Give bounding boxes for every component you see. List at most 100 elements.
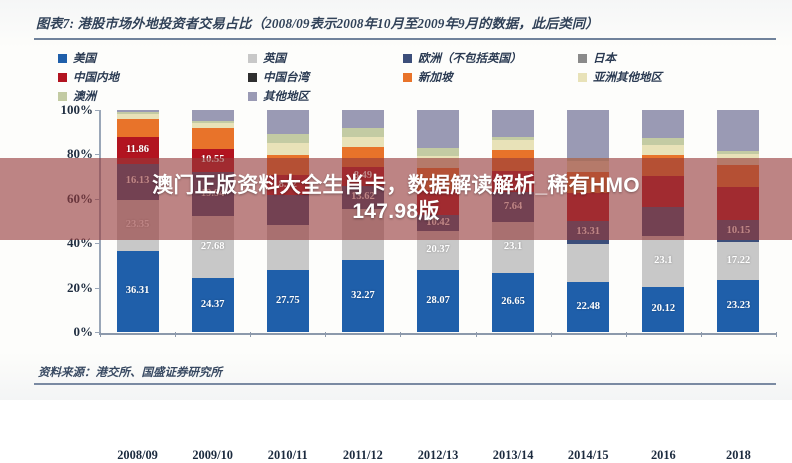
- x-axis-tick-label: 2018: [726, 448, 751, 462]
- legend-swatch-icon: [58, 91, 67, 101]
- legend-item-4: 中国内地: [58, 69, 119, 85]
- legend-label: 欧洲（不包括英国）: [418, 53, 522, 65]
- bar-segment: [417, 147, 459, 156]
- x-axis-tick-mark: [250, 332, 252, 337]
- bar-segment: [191, 128, 234, 149]
- y-axis-tick-label: 100%: [60, 102, 94, 117]
- bar-value-label: 28.07: [426, 294, 450, 306]
- bar-segment: 24.37: [191, 277, 234, 332]
- watermark-line-1: 澳门正版资料大全生肖卡，数据解读解析_稀有HMO: [152, 173, 640, 197]
- bar-segment: 23.1: [642, 236, 685, 288]
- bar-segment: 23.23: [717, 280, 760, 332]
- x-axis-tick-mark: [700, 332, 702, 337]
- source-divider: [34, 383, 776, 385]
- bar-segment: 27.75: [266, 270, 309, 332]
- bar-value-label: 24.37: [200, 298, 225, 310]
- x-axis-tick-mark: [175, 332, 177, 337]
- y-axis-tick-mark: [95, 243, 100, 245]
- x-axis-tick-label: 2013/14: [492, 448, 534, 462]
- bar-segment: [567, 243, 610, 283]
- bar-segment: [717, 150, 760, 154]
- x-axis-tick-mark: [475, 332, 477, 337]
- bar-value-label: 22.48: [576, 300, 601, 312]
- bar-segment: 32.27: [341, 260, 384, 332]
- legend-swatch-icon: [578, 53, 587, 63]
- legend-swatch-icon: [403, 53, 412, 63]
- legend-item-6: 新加坡: [403, 69, 453, 85]
- bar-value-label: 27.68: [200, 240, 225, 252]
- bar-segment: [492, 136, 535, 140]
- x-axis-tick-mark: [776, 332, 777, 337]
- bar-segment: [266, 110, 309, 134]
- x-axis-tick-mark: [550, 332, 552, 337]
- bar-segment: 20.12: [642, 287, 685, 332]
- x-axis-tick-mark: [325, 332, 327, 337]
- bar-segment: [642, 110, 685, 138]
- bar-value-label: 11.86: [126, 144, 150, 156]
- caption-divider: [34, 38, 776, 40]
- bar-value-label: 23.23: [726, 299, 751, 311]
- bar-segment: [341, 127, 384, 137]
- chart-legend: 美国 英国 欧洲（不包括英国） 日本中国内地 中国台湾 新加坡 亚洲其他地区澳洲 其他地区: [58, 50, 758, 106]
- bar-value-label: 17.22: [726, 255, 751, 267]
- x-axis-tick-label: 2012/13: [417, 448, 459, 462]
- bar-segment: [417, 110, 459, 148]
- legend-swatch-icon: [403, 72, 412, 82]
- bar-segment: 28.07: [417, 269, 459, 332]
- y-axis-tick-mark: [95, 287, 100, 289]
- bar-segment: 36.31: [116, 251, 159, 332]
- bar-value-label: 36.31: [125, 285, 150, 297]
- legend-swatch-icon: [248, 53, 257, 63]
- x-axis-tick-mark: [100, 332, 101, 337]
- legend-item-7: 亚洲其他地区: [578, 69, 662, 85]
- legend-item-8: 澳洲: [58, 88, 96, 104]
- bar-segment: [266, 133, 309, 144]
- bar-value-label: 20.12: [651, 303, 676, 315]
- bar-segment: [341, 136, 384, 148]
- bar-segment: [266, 143, 309, 155]
- bar-segment: [116, 112, 159, 114]
- x-axis-tick-mark: [625, 332, 627, 337]
- x-axis-tick-label: 2014/15: [567, 448, 609, 462]
- legend-label: 日本: [593, 53, 616, 65]
- bar-segment: [116, 110, 159, 113]
- x-axis-tick-mark: [400, 332, 402, 337]
- x-axis-tick-label: 2010/11: [267, 448, 308, 462]
- y-axis-tick-mark: [95, 110, 100, 111]
- x-axis-tick-label: 2016: [650, 448, 676, 462]
- y-axis-tick-label: 0%: [73, 324, 94, 339]
- y-axis-tick-label: 20%: [67, 279, 93, 295]
- watermark-line-2: 147.98版: [352, 200, 440, 223]
- legend-swatch-icon: [58, 72, 67, 82]
- bar-segment: [116, 118, 159, 138]
- legend-label: 英国: [263, 53, 286, 65]
- legend-item-5: 中国台湾: [248, 69, 309, 85]
- watermark-overlay: 澳门正版资料大全生肖卡，数据解读解析_稀有HMO 147.98版: [0, 158, 792, 240]
- bar-segment: [717, 110, 760, 151]
- legend-label: 澳洲: [73, 91, 96, 103]
- bar-segment: [116, 113, 159, 119]
- y-axis-tick-mark: [95, 332, 100, 333]
- source-note: 资料来源：港交所、国盛证券研究所: [38, 367, 222, 379]
- bar-value-label: 20.37: [426, 244, 450, 256]
- bar-segment: [191, 121, 234, 123]
- legend-label: 亚洲其他地区: [593, 72, 662, 84]
- legend-label: 新加坡: [418, 72, 453, 84]
- legend-item-3: 日本: [578, 50, 616, 66]
- legend-item-1: 英国: [248, 50, 286, 66]
- bar-value-label: 23.1: [503, 240, 523, 252]
- bar-segment: [492, 139, 535, 151]
- legend-label: 美国: [73, 53, 96, 65]
- legend-swatch-icon: [248, 72, 257, 82]
- bar-value-label: 27.75: [275, 294, 300, 306]
- legend-label: 中国台湾: [263, 72, 309, 84]
- bar-segment: [191, 110, 234, 122]
- legend-label: 其他地区: [263, 91, 309, 103]
- x-axis-tick-label: 2008/09: [117, 448, 158, 462]
- legend-label: 中国内地: [73, 72, 119, 84]
- y-axis-tick-label: 80%: [67, 146, 93, 162]
- bar-segment: [567, 110, 610, 158]
- x-axis: [99, 333, 777, 335]
- bar-value-label: 23.1: [654, 255, 673, 267]
